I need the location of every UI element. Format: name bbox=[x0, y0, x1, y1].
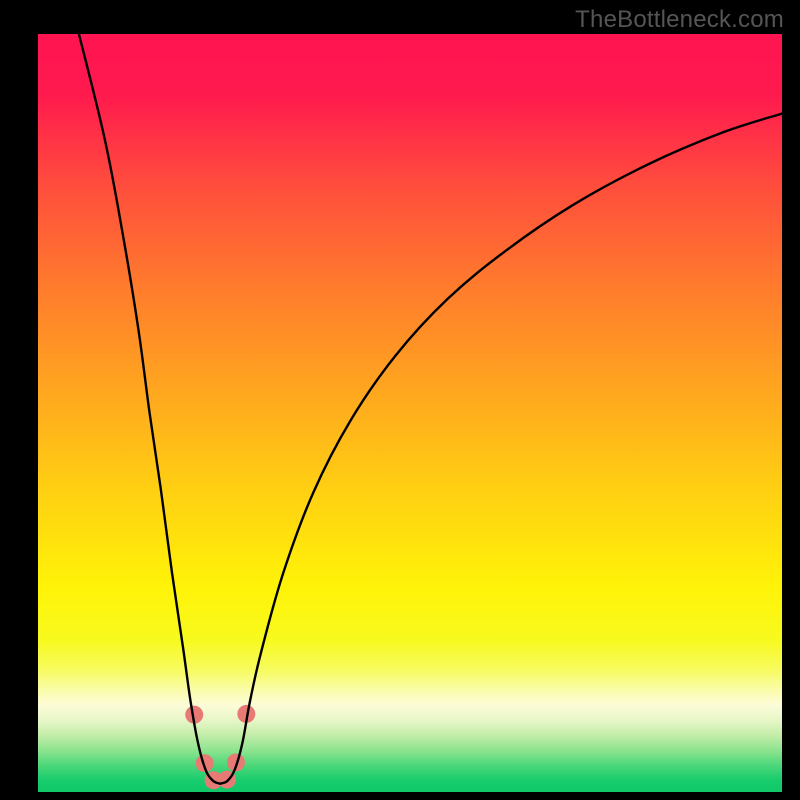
chart-frame: TheBottleneck.com bbox=[0, 0, 800, 800]
plot-area bbox=[38, 34, 782, 792]
gradient-background bbox=[38, 34, 782, 792]
watermark-text: TheBottleneck.com bbox=[575, 6, 784, 34]
